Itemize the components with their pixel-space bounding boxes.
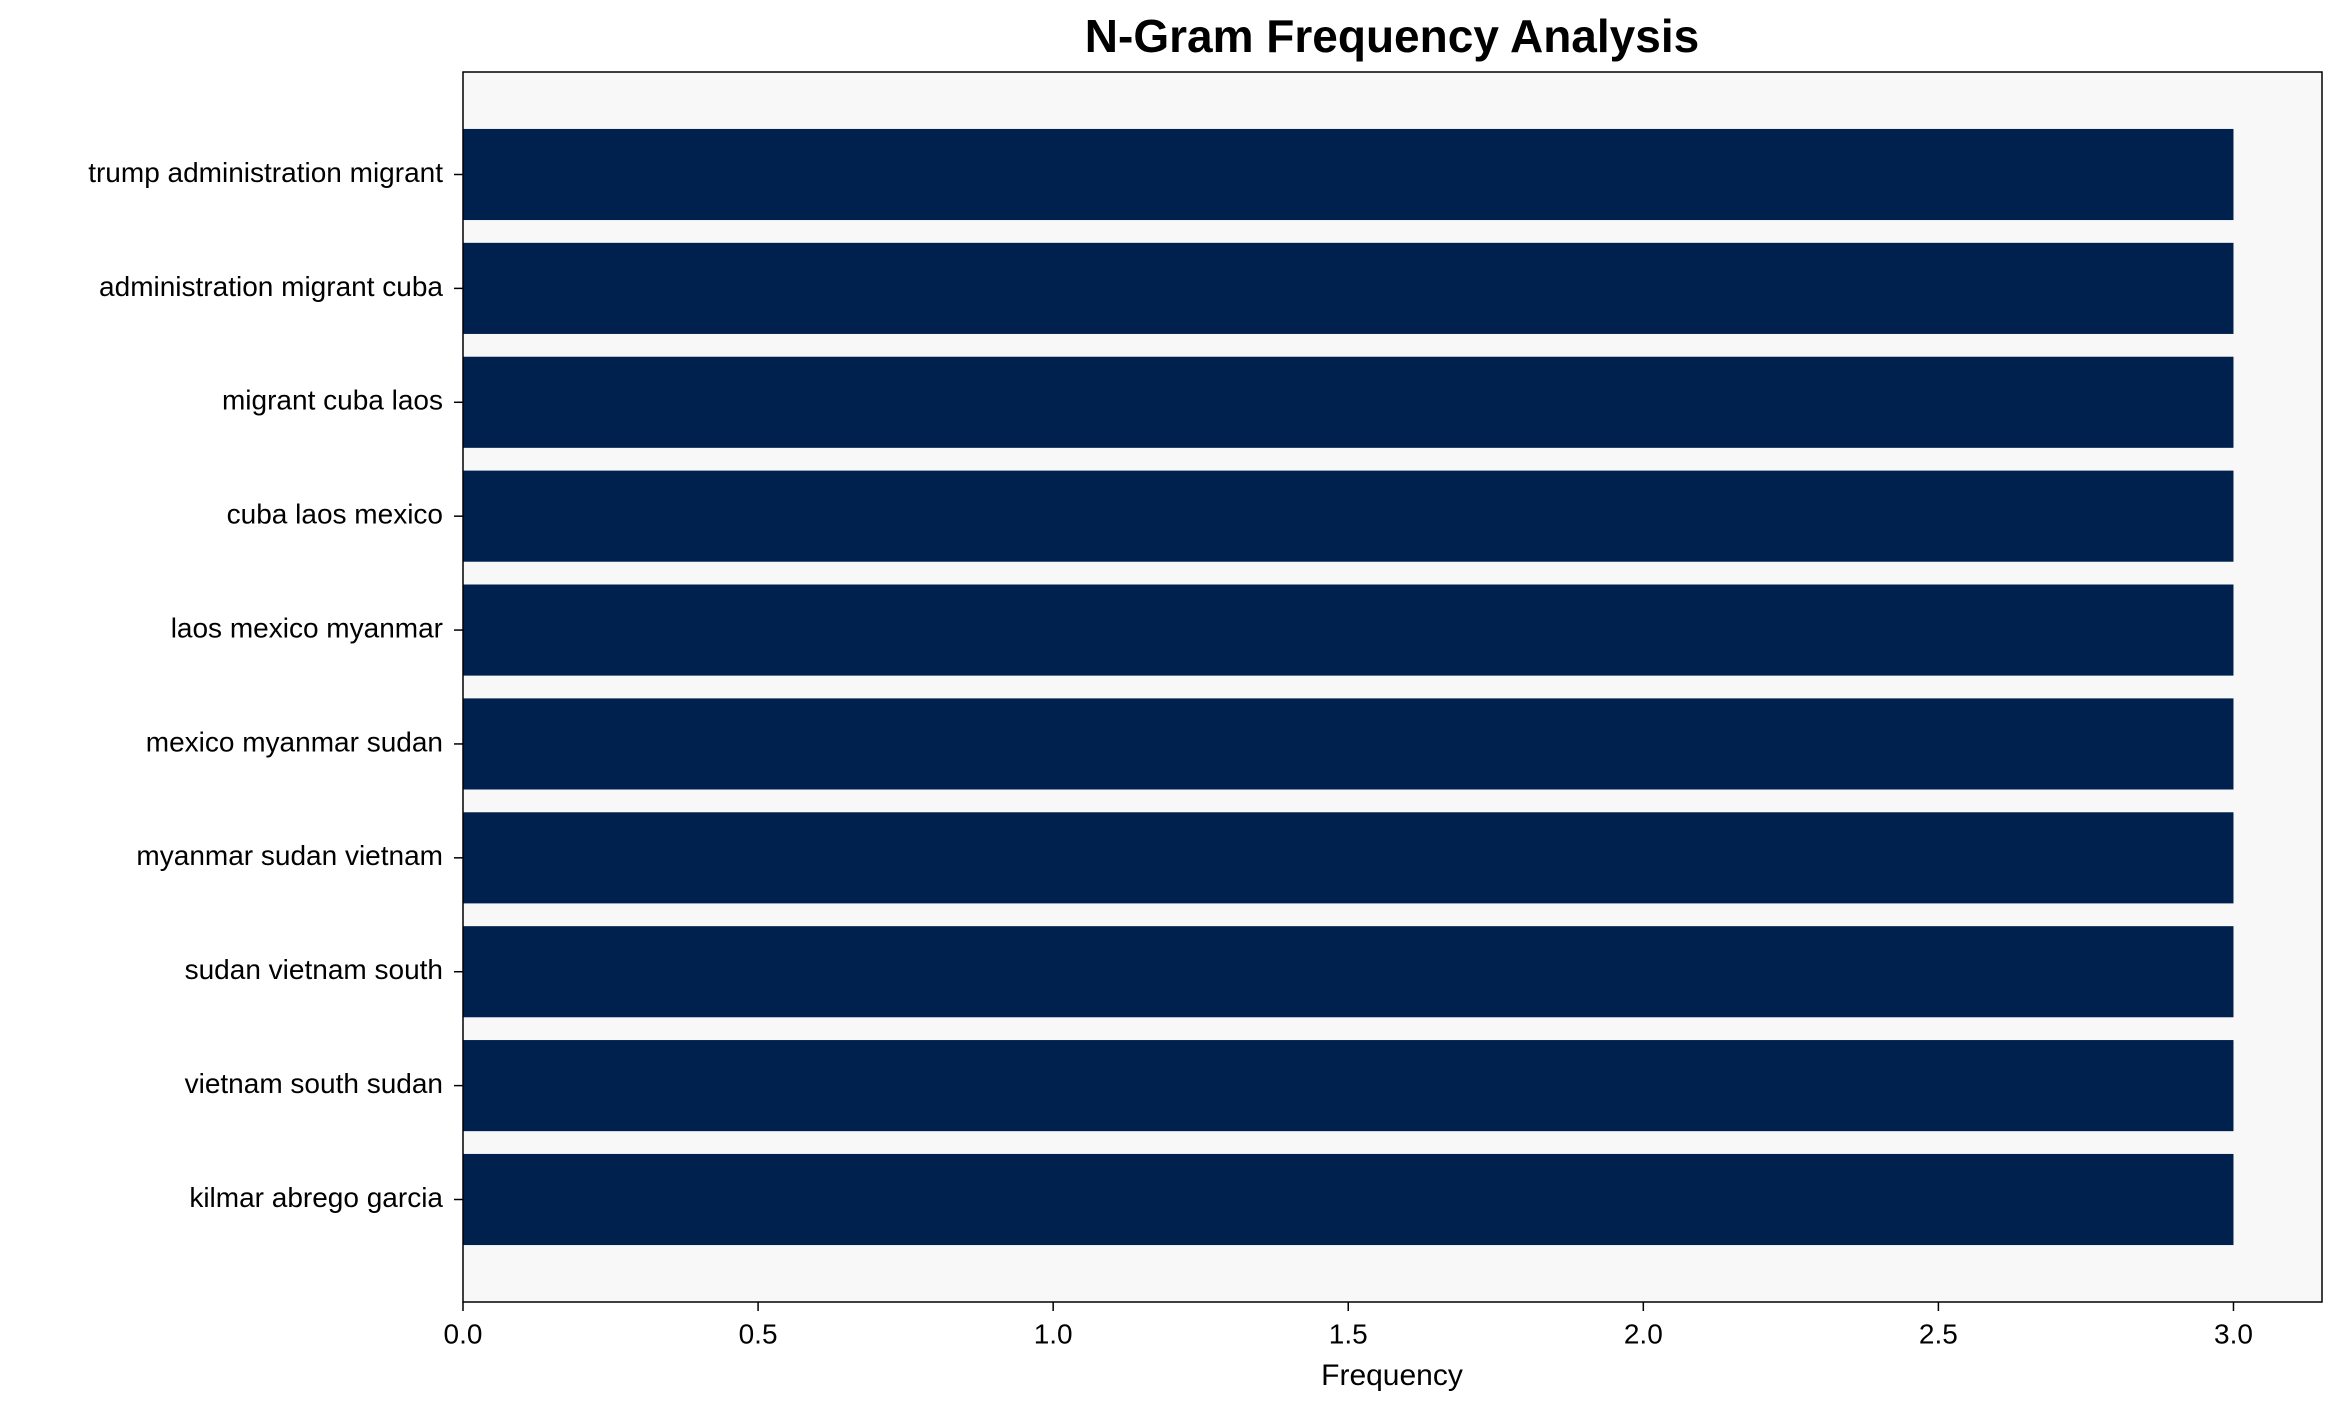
bar bbox=[463, 128, 2234, 221]
bar bbox=[463, 1040, 2234, 1132]
x-tick-label: 3.0 bbox=[2214, 1318, 2253, 1349]
bar bbox=[463, 1153, 2234, 1246]
bar bbox=[463, 812, 2234, 904]
y-tick-label: migrant cuba laos bbox=[222, 385, 443, 416]
x-tick-label: 2.0 bbox=[1624, 1318, 1663, 1349]
bar bbox=[463, 470, 2234, 562]
y-tick-label: sudan vietnam south bbox=[185, 954, 443, 985]
x-tick-label: 2.5 bbox=[1919, 1318, 1958, 1349]
x-tick-label: 1.5 bbox=[1329, 1318, 1368, 1349]
y-tick-label: vietnam south sudan bbox=[185, 1068, 443, 1099]
y-tick-label: trump administration migrant bbox=[88, 157, 443, 188]
y-tick-label: kilmar abrego garcia bbox=[189, 1182, 443, 1213]
x-tick-label: 0.5 bbox=[739, 1318, 778, 1349]
chart-title: N-Gram Frequency Analysis bbox=[1085, 10, 1699, 62]
y-tick-label: cuba laos mexico bbox=[227, 499, 443, 530]
bar bbox=[463, 926, 2234, 1018]
y-tick-label: administration migrant cuba bbox=[99, 271, 443, 302]
bar bbox=[463, 584, 2234, 676]
y-tick-label: laos mexico myanmar bbox=[171, 612, 443, 643]
x-tick-label: 1.0 bbox=[1034, 1318, 1073, 1349]
x-axis-label: Frequency bbox=[1321, 1359, 1463, 1392]
axes-frame bbox=[462, 71, 2323, 1303]
bar bbox=[463, 356, 2234, 448]
bar bbox=[463, 242, 2234, 334]
x-tick-label: 0.0 bbox=[444, 1318, 483, 1349]
y-tick-label: mexico myanmar sudan bbox=[146, 726, 443, 757]
bar bbox=[463, 698, 2234, 790]
y-tick-label: myanmar sudan vietnam bbox=[136, 840, 443, 871]
